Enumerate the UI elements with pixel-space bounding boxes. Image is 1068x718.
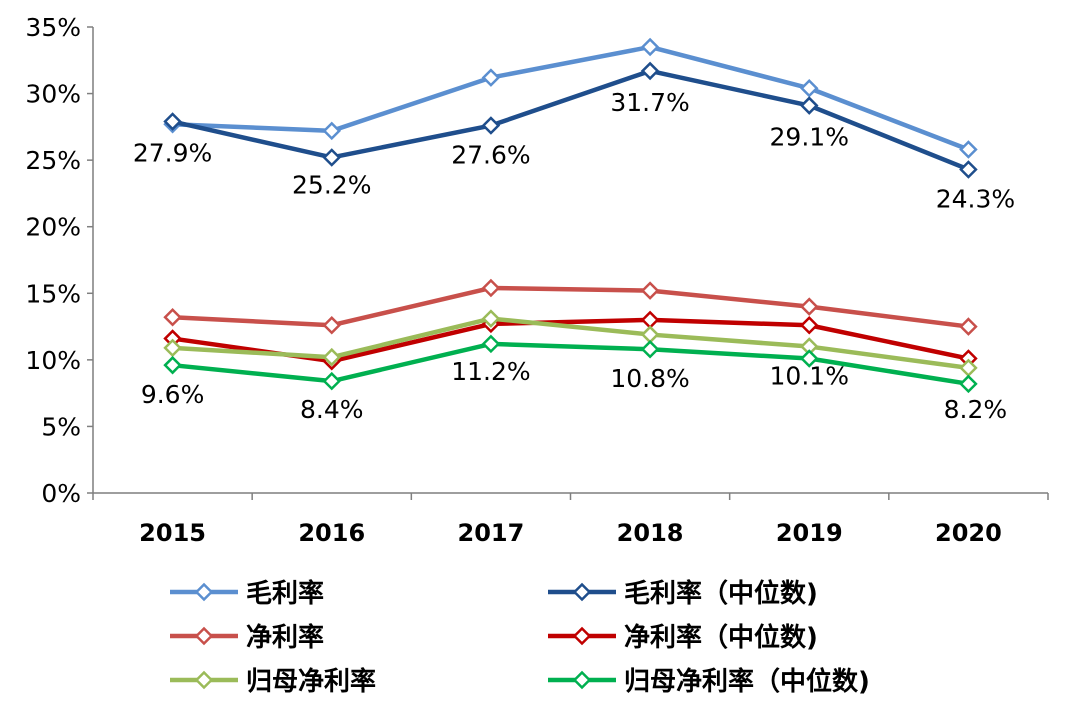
- data-point: [959, 358, 978, 378]
- series-line: [172, 341, 969, 387]
- x-tick-label: 2017: [458, 519, 525, 547]
- data-point: [481, 334, 501, 354]
- data-label: 24.3%: [936, 184, 1015, 213]
- data-point: [640, 339, 660, 359]
- data-point: [163, 112, 182, 131]
- series-4: [163, 309, 978, 378]
- series-lines: [163, 37, 978, 394]
- data-point: [959, 160, 978, 179]
- y-tick-label: 10%: [25, 346, 81, 375]
- legend-label: 净利率（中位数): [624, 622, 818, 653]
- legend-marker: [572, 582, 592, 602]
- legend-label: 毛利率（中位数): [624, 578, 818, 609]
- legend-marker: [572, 670, 592, 690]
- x-tick-label: 2020: [935, 519, 1002, 547]
- y-tick-label: 0%: [41, 479, 81, 508]
- data-point: [163, 338, 182, 358]
- series-5: [163, 334, 978, 394]
- y-tick-label: 35%: [25, 13, 81, 42]
- data-label: 11.2%: [451, 357, 530, 386]
- legend-item: 毛利率: [170, 578, 324, 609]
- y-tick-label: 5%: [41, 412, 81, 441]
- data-point: [481, 68, 501, 87]
- data-label: 31.7%: [610, 88, 689, 117]
- legend-marker: [572, 626, 592, 646]
- data-point: [481, 278, 501, 298]
- legend-item: 净利率（中位数): [548, 622, 818, 653]
- x-tick-label: 2018: [617, 519, 684, 547]
- data-point: [322, 148, 342, 167]
- data-point: [799, 297, 819, 316]
- legend-marker: [194, 626, 214, 646]
- data-point: [322, 315, 342, 335]
- data-point: [481, 309, 501, 328]
- y-tick-label: 20%: [25, 213, 81, 242]
- data-point: [640, 61, 660, 81]
- data-point: [640, 325, 660, 344]
- data-label: 10.8%: [610, 364, 689, 393]
- legend: 毛利率 毛利率（中位数) 净利率 净利率（中位数) 归母净利率 归母净利率（中位数): [170, 578, 870, 697]
- x-tick-label: 2019: [776, 519, 843, 547]
- legend-item: 归母净利率: [170, 666, 376, 697]
- y-tick-label: 25%: [25, 146, 81, 175]
- data-label: 8.2%: [944, 395, 1008, 424]
- y-tick-label: 30%: [25, 80, 81, 109]
- data-label: 27.6%: [451, 141, 530, 170]
- data-label: 9.6%: [141, 380, 205, 409]
- series-line: [172, 285, 969, 329]
- legend-label: 归母净利率: [246, 666, 376, 697]
- data-point: [959, 317, 978, 336]
- data-point: [322, 121, 342, 141]
- data-label: 8.4%: [300, 395, 364, 424]
- series-0: [163, 37, 978, 159]
- data-point: [163, 355, 182, 375]
- legend-item: 归母净利率（中位数): [548, 666, 870, 697]
- legend-label: 净利率: [246, 622, 324, 653]
- data-label: 10.1%: [770, 362, 849, 391]
- data-point: [322, 347, 342, 367]
- x-axis-ticks: 2015 2016 2017 2018 2019 2020: [92, 493, 1049, 547]
- data-point: [799, 78, 819, 98]
- legend-marker: [194, 582, 214, 602]
- data-labels: 27.9% 25.2% 27.6% 31.7% 29.1% 24.3% 9.6% 8.4% 11…: [133, 88, 1015, 424]
- legend-marker: [194, 670, 214, 690]
- data-point: [799, 349, 819, 368]
- legend-label: 归母净利率（中位数): [624, 666, 870, 697]
- legend-label: 毛利率: [246, 578, 324, 609]
- data-point: [959, 140, 978, 159]
- series-line: [172, 44, 970, 152]
- series-2: [163, 278, 978, 336]
- data-label: 25.2%: [292, 170, 371, 199]
- series-line: [172, 316, 969, 371]
- data-point: [959, 374, 978, 394]
- x-tick-label: 2016: [298, 519, 365, 547]
- legend-item: 净利率: [170, 622, 324, 653]
- data-point: [481, 116, 501, 135]
- y-axis-ticks: 0% 5% 10% 15% 20% 25% 30% 35%: [25, 13, 93, 508]
- data-label: 29.1%: [770, 123, 849, 152]
- data-point: [640, 37, 660, 57]
- x-tick-label: 2015: [139, 519, 206, 547]
- data-point: [322, 371, 342, 391]
- y-tick-label: 15%: [25, 279, 81, 308]
- data-point: [799, 315, 819, 335]
- series-1: [163, 61, 978, 179]
- data-point: [799, 96, 819, 115]
- legend-item: 毛利率（中位数): [548, 578, 818, 609]
- data-label: 27.9%: [133, 139, 212, 168]
- data-point: [640, 281, 660, 300]
- series-line: [172, 68, 970, 172]
- data-point: [163, 307, 182, 327]
- data-point: [640, 310, 660, 330]
